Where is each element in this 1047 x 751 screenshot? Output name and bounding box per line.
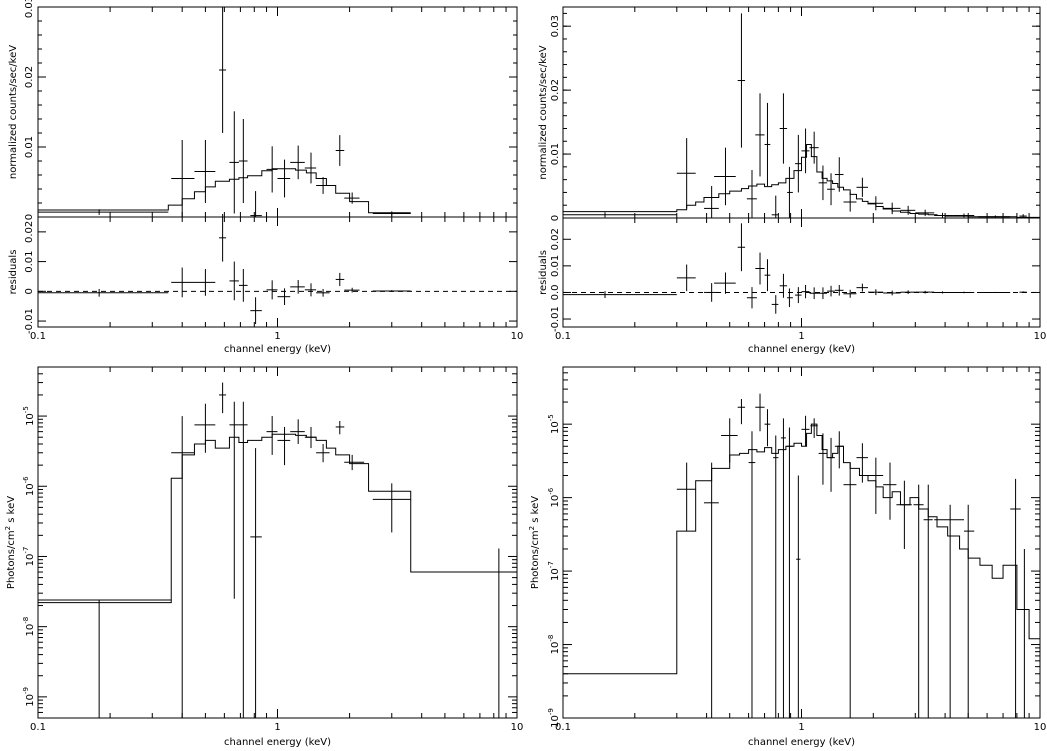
y-tick-label: 0 [24,288,35,294]
y-axis-label-text: Photons/cm [6,530,17,589]
y-tick-exponent: -5 [22,406,30,413]
y-tick-label: 0.02 [550,79,561,101]
x-tick-label: 10 [511,331,524,342]
y-tick-label: 10-5 [547,414,561,434]
y-axis-label-sup: 2 [528,526,536,530]
y-tick-label: 0.01 [24,250,35,272]
y-tick-label: 10-9 [22,687,36,707]
y-axis-label-text: s keV [530,496,541,526]
y-tick-label: 0.02 [550,228,561,250]
model-step-line [38,168,411,214]
y-tick-label: 0.01 [550,255,561,277]
x-axis-label: channel energy (keV) [748,344,855,355]
y-tick-label: 10-8 [22,617,36,637]
x-tick-label: 0.1 [30,331,46,342]
y-axis-label: residuals [538,250,549,295]
y-tick-label: 10-6 [22,476,36,496]
x-axis-label: channel energy (keV) [224,344,331,355]
x-tick-label: 10 [511,722,524,733]
y-tick-label: 10-5 [22,406,36,426]
residual-frame [37,216,518,328]
y-tick-exponent: -6 [547,487,555,495]
y-tick-exponent: -7 [22,547,30,554]
y-tick-exponent: -7 [547,561,555,568]
y-axis-label: normalized counts/sec/keV [8,45,19,179]
residual-frame [562,217,1041,328]
x-tick-label: 0.1 [555,722,571,733]
y-tick-label: 10-8 [547,635,561,655]
y-tick-label: 0 [24,214,35,220]
y-tick-label: 0 [550,215,561,221]
x-axis-label: channel energy (keV) [224,737,331,748]
y-tick-label: 0.01 [24,136,35,158]
y-axis-label-text: Photons/cm [530,530,541,589]
x-axis-label: channel energy (keV) [748,737,855,748]
top-frame [37,6,518,218]
x-tick-label: 1 [798,722,804,733]
y-tick-label: 10-7 [547,561,561,581]
y-tick-label: -0.01 [24,308,35,334]
p4-panel: 10 -9 10-8 10-7 10-6 10-5 Photons/cm2 s keV 0.1… [528,366,1047,748]
y-axis-label: residuals [8,250,19,295]
y-tick-label: 0.02 [24,221,35,243]
x-tick-label: 1 [274,722,280,733]
y-tick-exponent: -9 [547,708,555,715]
x-tick-label: 1 [274,331,280,342]
y-tick-label: 0.0 [550,284,561,300]
y-tick-exponent: -8 [22,617,30,624]
y-tick-label: -0.01 [550,306,561,332]
y-axis-label-sup: 2 [4,526,12,530]
y-tick-label: 0.02 [24,66,35,88]
y-tick-label: 0.03 [550,15,561,37]
x-tick-label: 10 [1034,331,1047,342]
y-axis-label: normalized counts/sec/keV [538,45,549,179]
x-tick-label: 10 [1034,722,1047,733]
y-tick-exponent: -6 [22,476,30,484]
y-axis-label-text: s keV [6,496,17,526]
x-tick-label: 0.1 [30,722,46,733]
y-tick-label: 0.03 [24,0,35,18]
y-tick-label: 10-6 [547,487,561,507]
y-tick-exponent: -9 [22,687,30,694]
y-tick-label: 10-7 [22,547,36,567]
p1-panel: 0 0.01 0.02 0.03 normalized counts/sec/keV -0… [8,0,523,355]
y-tick-exponent: -8 [547,635,555,642]
x-tick-label: 1 [798,331,804,342]
model-step-line [38,433,517,604]
y-tick-label: 0.01 [550,143,561,165]
plot-frame [37,366,518,719]
y-axis-label: Photons/cm2 s keV [4,496,17,589]
x-tick-label: 0.1 [555,331,571,342]
y-tick-exponent: -5 [547,414,555,421]
top-frame [562,6,1041,219]
y-axis-label: Photons/cm2 s keV [528,496,541,589]
model-step-line [563,143,1040,218]
